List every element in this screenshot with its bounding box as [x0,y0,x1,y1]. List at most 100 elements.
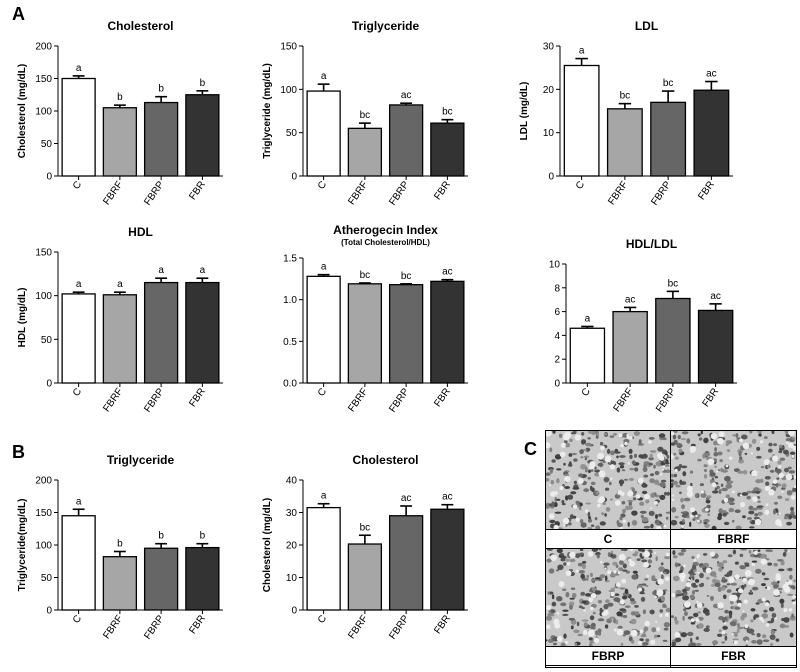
micrograph-image [671,431,796,529]
micrograph-label: FBR [671,646,796,666]
y-tick-label: 50 [286,128,298,139]
significance-letter: bc [620,91,631,102]
significance-letter: b [200,78,206,89]
y-axis-label: Triglyceride (mg/dL) [262,63,273,159]
x-tick-label: FBRP [387,613,411,641]
bar-fbrp [143,547,179,611]
y-tick-label: 200 [35,476,52,487]
significance-letter: bc [360,270,371,281]
x-tick-label: FBRF [101,386,125,414]
x-tick-label: FBR [187,613,207,636]
y-tick-label: 40 [286,476,298,487]
y-tick-label: 0 [46,606,52,617]
significance-letter: ac [442,492,453,503]
significance-letter: ac [710,291,721,302]
x-tick-label: C [71,613,84,625]
significance-letter: bc [668,278,679,289]
bar-fbr [185,546,220,611]
y-tick-label: 200 [35,42,52,53]
bar-c [61,77,96,177]
significance-letter: ac [401,90,412,101]
bar-fbrp [388,515,424,611]
x-tick-label: C [316,386,329,398]
significance-letter: a [76,63,82,74]
y-tick-label: 100 [35,107,52,118]
x-tick-label: FBRF [101,613,125,641]
significance-letter: a [321,491,327,502]
y-tick-label: 150 [35,508,52,519]
chart-title: HDL/LDL [626,237,677,251]
x-tick-label: FBR [701,386,721,409]
significance-letter: a [321,71,327,82]
x-tick-label: FBRF [346,386,370,414]
chart-2: 0 50 100 150 Triglyceride Triglyceride (mg/dL… [262,19,468,208]
y-tick-label: 0 [548,172,554,183]
bar-fbr [185,94,220,177]
x-tick-label: FBR [432,386,452,409]
x-tick-label: FBRP [654,386,678,414]
chart-subtitle: (Total Cholesterol/HDL) [341,238,430,247]
y-tick-label: 0.5 [283,337,297,348]
y-axis-label: HDL (mg/dL) [17,288,28,348]
y-tick-label: 4 [554,331,560,342]
x-tick-label: C [71,386,84,398]
chart-3: 0 10 20 30 LDL LDL (mg/dL) a Cbc FBRF bc FBRP ac FBR [519,19,733,208]
significance-letter: b [117,92,123,103]
x-tick-label: FBRP [142,386,166,414]
x-tick-label: FBRF [346,613,370,641]
x-tick-label: FBRF [101,179,125,207]
bar-c [563,64,600,177]
x-tick-label: C [316,179,329,191]
y-tick-label: 0 [46,172,52,183]
x-tick-label: FBRP [142,179,166,207]
micrograph-divider [670,431,671,667]
significance-letter: bc [360,522,371,533]
chart-title: Triglyceride [352,19,420,33]
significance-letter: a [76,279,82,290]
micrograph-grid: C FBRF FBRP FBR [545,430,797,668]
micrograph-image [671,549,796,646]
chart-title: Atherogecin Index [333,223,438,237]
significance-letter: ac [401,493,412,504]
bar-fbr [430,280,465,384]
chart-title: Cholesterol [107,19,173,33]
significance-letter: bc [360,110,371,121]
y-axis-label: Cholesterol (mg/dL) [262,498,273,592]
bar-fbrf [102,294,138,384]
x-tick-label: C [71,179,84,191]
significance-letter: a [200,265,206,276]
significance-letter: a [579,46,585,57]
y-tick-label: 8 [554,283,560,294]
y-tick-label: 150 [35,74,52,85]
y-tick-label: 0.0 [283,379,297,390]
x-tick-label: FBR [432,613,452,636]
significance-letter: bc [663,78,674,89]
y-tick-label: 150 [280,42,297,53]
x-tick-label: FBR [696,179,716,202]
x-tick-label: C [580,386,593,398]
y-axis-label: Triglyceride(mg/dL) [17,499,28,592]
x-tick-label: FBRP [387,179,411,207]
significance-letter: bc [442,107,453,118]
x-tick-label: C [316,613,329,625]
significance-letter: a [76,496,82,507]
bar-fbr [430,122,465,177]
y-tick-label: 50 [41,335,53,346]
y-tick-label: 30 [286,508,298,519]
y-tick-label: 1.0 [283,295,297,306]
bar-fbrp [143,281,179,384]
x-tick-label: FBRF [612,386,636,414]
significance-letter: b [200,531,206,542]
y-tick-label: 2 [554,355,560,366]
chart-4: 0 50 100 150 HDL HDL (mg/dL) a Ca FBRF a FBRP a FBR [17,225,223,415]
significance-letter: a [585,313,591,324]
bar-fbr [430,508,465,611]
bar-fbrp [388,284,424,384]
bar-fbrf [347,543,383,611]
x-tick-label: FBRP [649,179,673,207]
bar-c [306,90,341,177]
x-tick-label: FBRP [387,386,411,414]
x-tick-label: C [574,179,587,191]
y-tick-label: 1.5 [283,254,297,265]
